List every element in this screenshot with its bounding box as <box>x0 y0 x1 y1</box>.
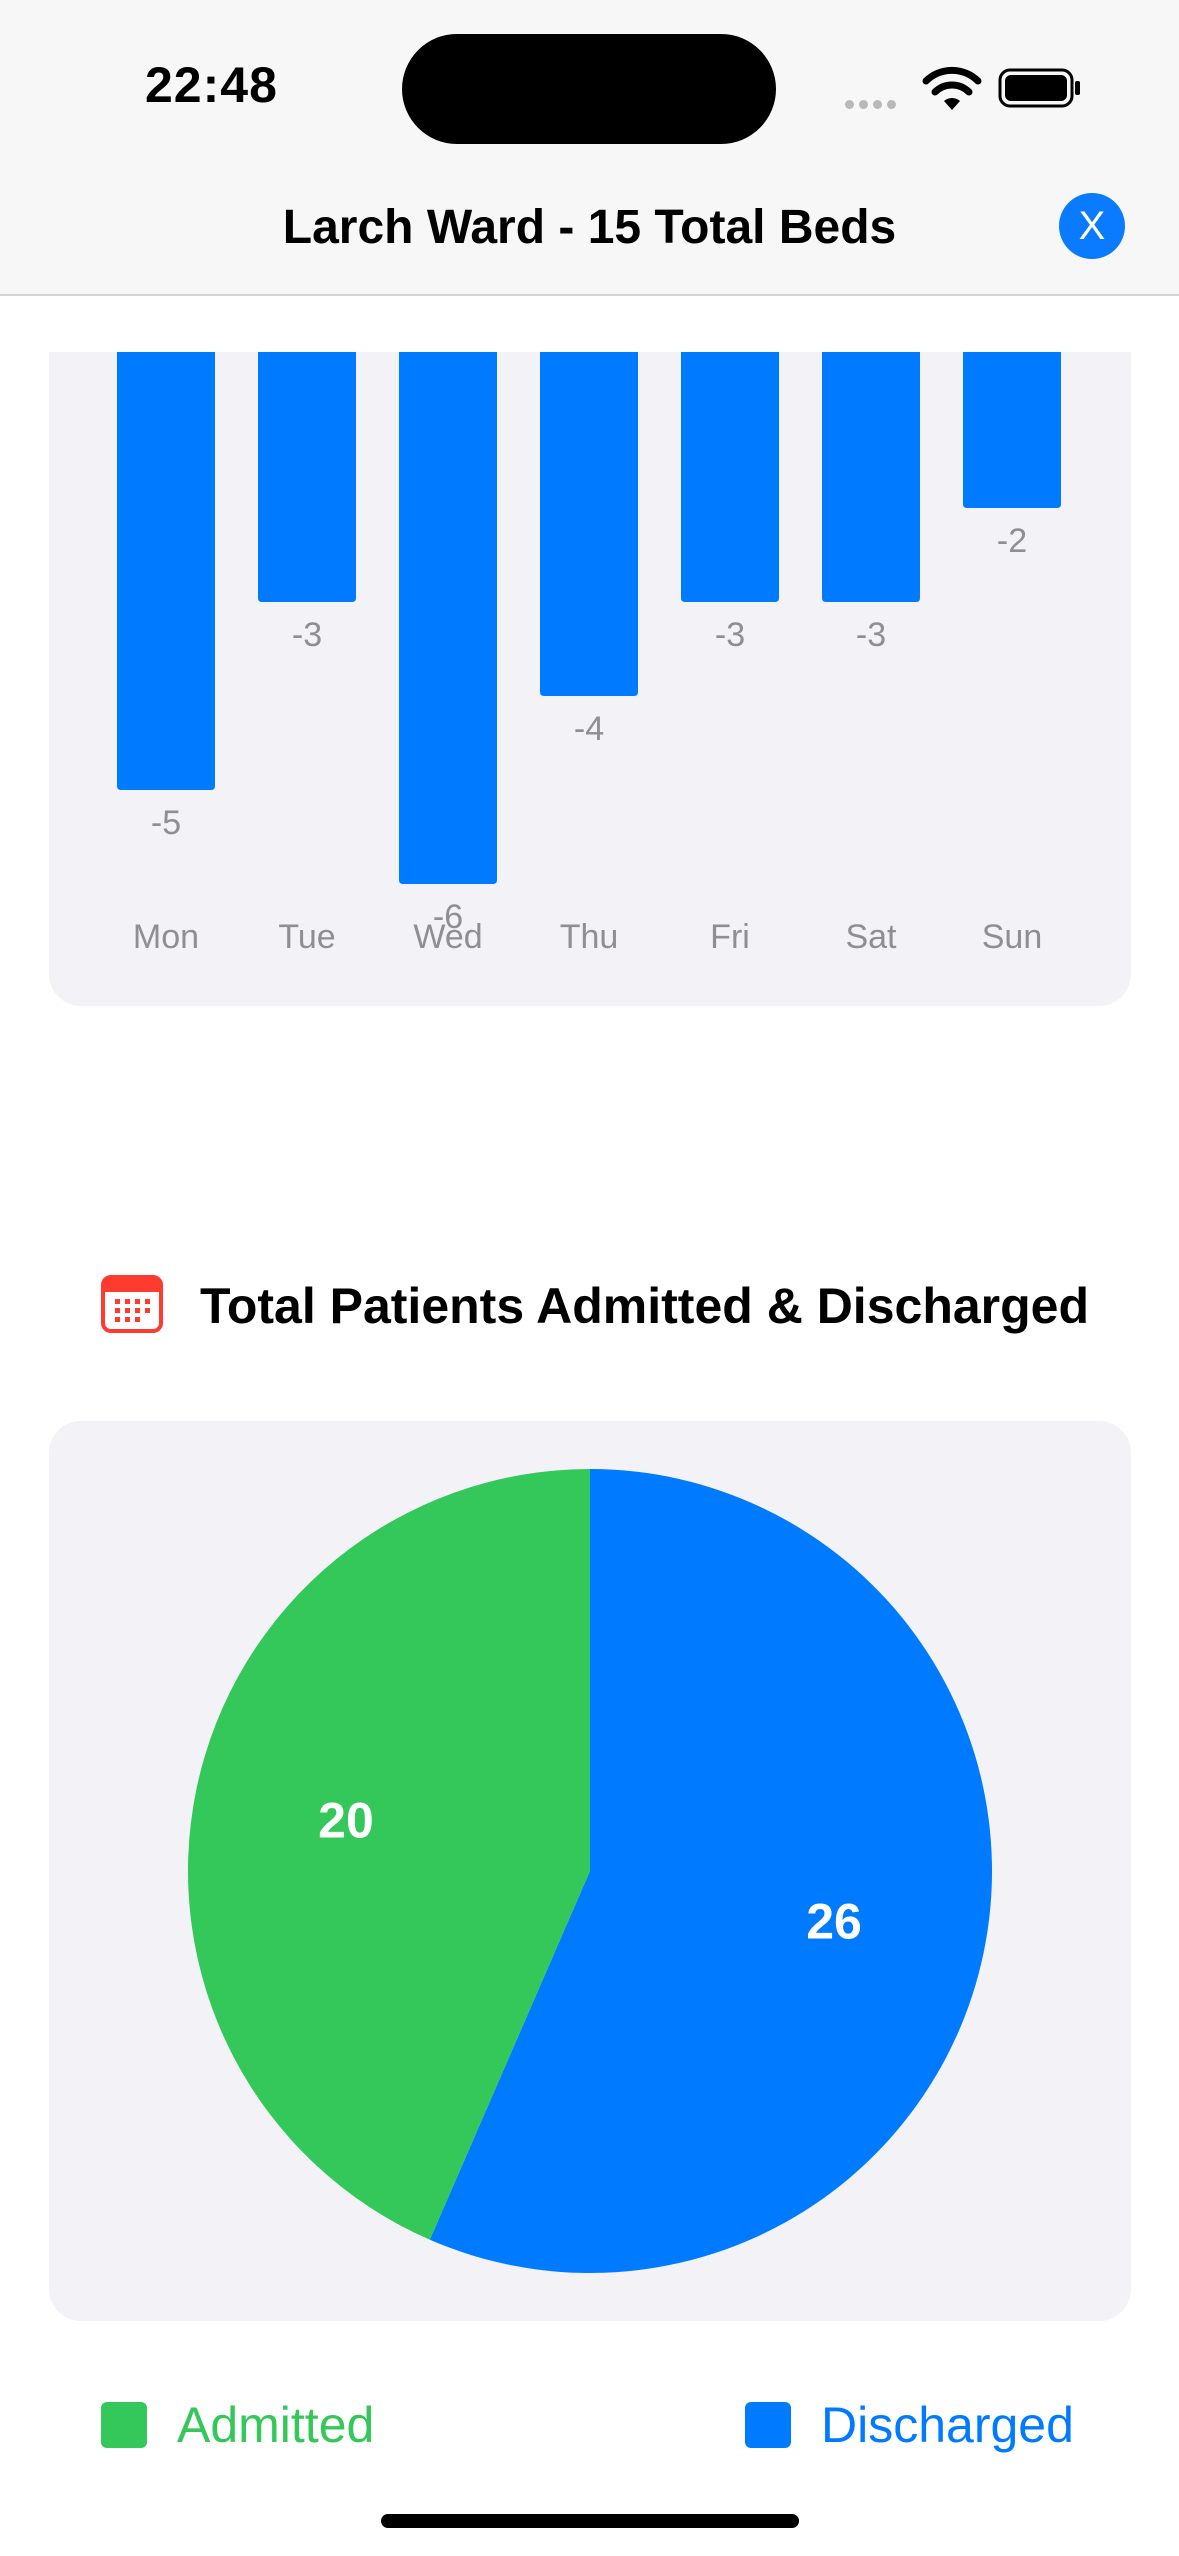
x-tick-label: Fri <box>710 918 750 956</box>
x-tick-label: Thu <box>560 918 619 956</box>
home-indicator <box>381 2514 799 2528</box>
bar-chart-card: -5 Mon -3 Tue -6 Wed -4 Thu -3 Fri -3 Sat -2 Sun <box>49 352 1131 1006</box>
status-bar: 22:48 <box>0 0 1179 160</box>
pie-value-label: 26 <box>806 1894 862 1950</box>
legend-swatch-admitted <box>101 2402 147 2448</box>
pie-value-label: 20 <box>318 1792 374 1848</box>
battery-icon <box>998 68 1080 108</box>
bar-sat <box>822 352 920 602</box>
status-time: 22:48 <box>145 57 278 113</box>
close-button[interactable]: X <box>1059 193 1125 259</box>
section-title: Total Patients Admitted & Discharged <box>200 1278 1090 1334</box>
cellular-signal-icon <box>845 96 901 114</box>
pie-slice-discharged <box>429 1469 993 2273</box>
nav-bar: Larch Ward - 15 Total Beds X <box>0 160 1179 296</box>
bar-value-label: -4 <box>574 710 604 748</box>
calendar-icon <box>101 1275 163 1333</box>
legend-swatch-discharged <box>745 2402 791 2448</box>
x-tick-label: Mon <box>133 918 199 956</box>
wifi-icon <box>922 66 982 110</box>
legend-label-discharged: Discharged <box>821 2397 1074 2453</box>
bar-sun <box>963 352 1061 508</box>
bar-value-label: -2 <box>997 522 1027 560</box>
bar-fri <box>681 352 779 602</box>
bar-value-label: -3 <box>856 616 886 654</box>
bar-tue <box>258 352 356 602</box>
pie-chart-card: 26 20 <box>49 1421 1131 2321</box>
bar-value-label: -3 <box>292 616 322 654</box>
bar-value-label: -6 <box>433 898 463 936</box>
dynamic-island <box>402 34 776 144</box>
x-tick-label: Tue <box>278 918 335 956</box>
x-tick-label: Sat <box>845 918 897 956</box>
bar-wed <box>399 352 497 884</box>
x-tick-label: Wed <box>413 918 482 956</box>
page-title: Larch Ward - 15 Total Beds <box>282 201 897 254</box>
pie-chart: 26 20 <box>188 1469 993 2273</box>
bar-mon <box>117 352 215 790</box>
legend-label-admitted: Admitted <box>177 2397 375 2453</box>
bar-thu <box>540 352 638 696</box>
bar-value-label: -3 <box>715 616 745 654</box>
pie-slice-admitted <box>188 1469 590 2240</box>
x-tick-label: Sun <box>982 918 1043 956</box>
bar-value-label: -5 <box>151 804 181 842</box>
